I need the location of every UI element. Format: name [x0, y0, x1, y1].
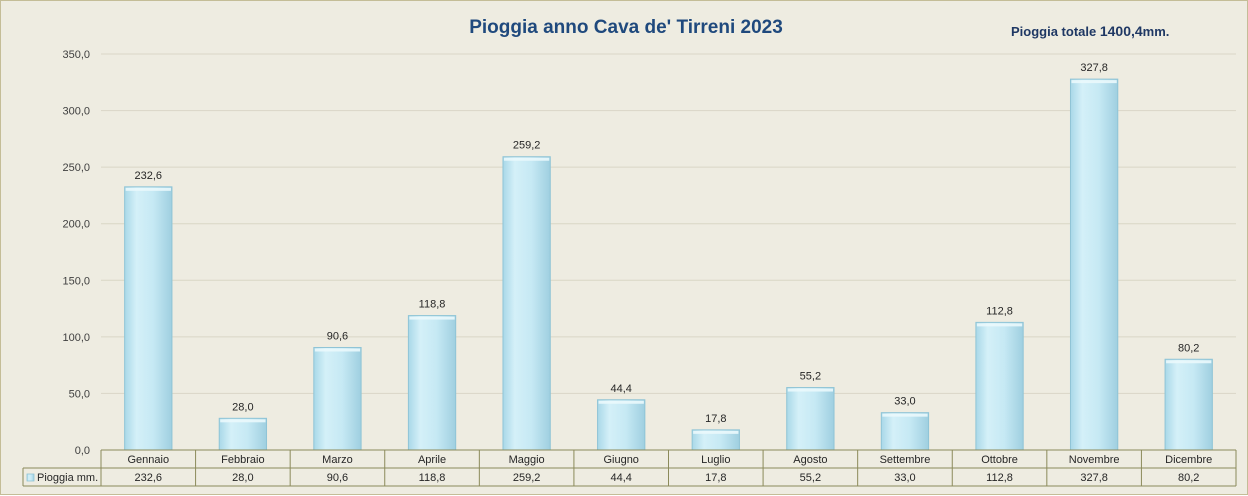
total-rain-annotation: Pioggia totale 1400,4mm. [1011, 23, 1169, 39]
y-tick-label: 100,0 [62, 332, 90, 344]
series-name: Pioggia mm. [37, 472, 98, 484]
category-label: Maggio [509, 454, 545, 466]
y-tick-label: 300,0 [62, 106, 90, 118]
legend-key [26, 473, 35, 482]
data-label-agosto: 55,2 [800, 371, 821, 383]
category-label: Agosto [793, 454, 827, 466]
table-value-cell: 80,2 [1178, 472, 1199, 484]
y-tick-label: 350,0 [62, 49, 90, 61]
bar-top-highlight [693, 430, 739, 434]
data-label-gennaio: 232,6 [135, 170, 163, 182]
data-table: Gennaio 232,6 Febbraio 28,0 Marzo 90,6 Aprile 1… [22, 449, 1237, 487]
category-label: Novembre [1069, 454, 1120, 466]
bar-top-highlight [787, 388, 834, 392]
category-label: Settembre [880, 454, 931, 466]
bar-top-highlight [409, 316, 455, 320]
bar-top-highlight [882, 413, 928, 417]
total-rain-suffix: mm. [1143, 24, 1170, 39]
y-tick-label: 250,0 [62, 162, 90, 174]
table-value-cell: 55,2 [800, 472, 821, 484]
data-label-novembre: 327,8 [1080, 62, 1108, 74]
data-label-dicembre: 80,2 [1178, 342, 1199, 354]
bar-top-highlight [976, 323, 1023, 327]
chart-title: Pioggia anno Cava de' Tirreni 2023 [469, 17, 783, 38]
bar-top-highlight [125, 187, 171, 191]
category-label: Dicembre [1165, 454, 1212, 466]
table-value-cell: 327,8 [1080, 472, 1108, 484]
bar-dicembre [1164, 358, 1213, 451]
y-axis: 0,0 50,0 100,0 150,0 200,0 250,0 300,0 350,0 [62, 49, 90, 457]
category-label: Gennaio [127, 454, 169, 466]
category-label: Marzo [322, 454, 353, 466]
data-label-giugno: 44,4 [610, 383, 631, 395]
bar-gennaio [124, 186, 173, 451]
bar-aprile [407, 315, 457, 451]
table-value-cell: 33,0 [894, 472, 915, 484]
category-label: Luglio [701, 454, 730, 466]
bar-settembre [880, 412, 930, 451]
table-value-cell: 112,8 [986, 472, 1013, 484]
category-label: Febbraio [221, 454, 264, 466]
data-label-marzo: 90,6 [327, 330, 348, 342]
category-label: Ottobre [981, 454, 1018, 466]
table-value-cell: 90,6 [327, 472, 348, 484]
bar-top-highlight [598, 400, 644, 404]
gridlines [101, 53, 1236, 451]
data-label-luglio: 17,8 [705, 413, 726, 425]
bar-top-highlight [503, 157, 550, 161]
y-tick-label: 0,0 [75, 445, 90, 457]
table-value-cell: 17,8 [705, 472, 726, 484]
y-tick-label: 50,0 [69, 388, 90, 400]
table-value-cell: 28,0 [232, 472, 253, 484]
table-value-cell: 259,2 [513, 472, 541, 484]
total-rain-value: 1400,4 [1100, 23, 1143, 39]
table-value-cell: 232,6 [135, 472, 163, 484]
bar-ottobre [975, 321, 1024, 451]
bar-top-highlight [314, 348, 361, 352]
bar-marzo [313, 346, 362, 451]
bar-giugno [597, 399, 646, 451]
data-label-settembre: 33,0 [894, 396, 915, 408]
category-label: Giugno [603, 454, 638, 466]
data-label-febbraio: 28,0 [232, 401, 253, 413]
data-labels: 232,6 28,0 90,6 118,8 259,2 44,4 17,8 55,2 33,0 1… [135, 62, 1200, 425]
bar-top-highlight [220, 419, 266, 423]
bars [124, 78, 1213, 451]
y-tick-label: 150,0 [62, 275, 90, 287]
table-value-cell: 118,8 [419, 472, 446, 484]
category-label: Aprile [418, 454, 446, 466]
bar-top-highlight [1166, 360, 1212, 364]
bar-maggio [502, 156, 551, 451]
table-value-cell: 44,4 [610, 472, 631, 484]
data-label-aprile: 118,8 [419, 299, 446, 311]
total-rain-prefix: Pioggia totale [1011, 24, 1100, 39]
bar-novembre [1069, 78, 1119, 451]
bar-febbraio [218, 417, 268, 451]
bar-agosto [786, 387, 835, 451]
data-label-maggio: 259,2 [513, 140, 541, 152]
data-label-ottobre: 112,8 [986, 305, 1013, 317]
y-tick-label: 200,0 [62, 219, 90, 231]
bar-top-highlight [1071, 80, 1117, 84]
